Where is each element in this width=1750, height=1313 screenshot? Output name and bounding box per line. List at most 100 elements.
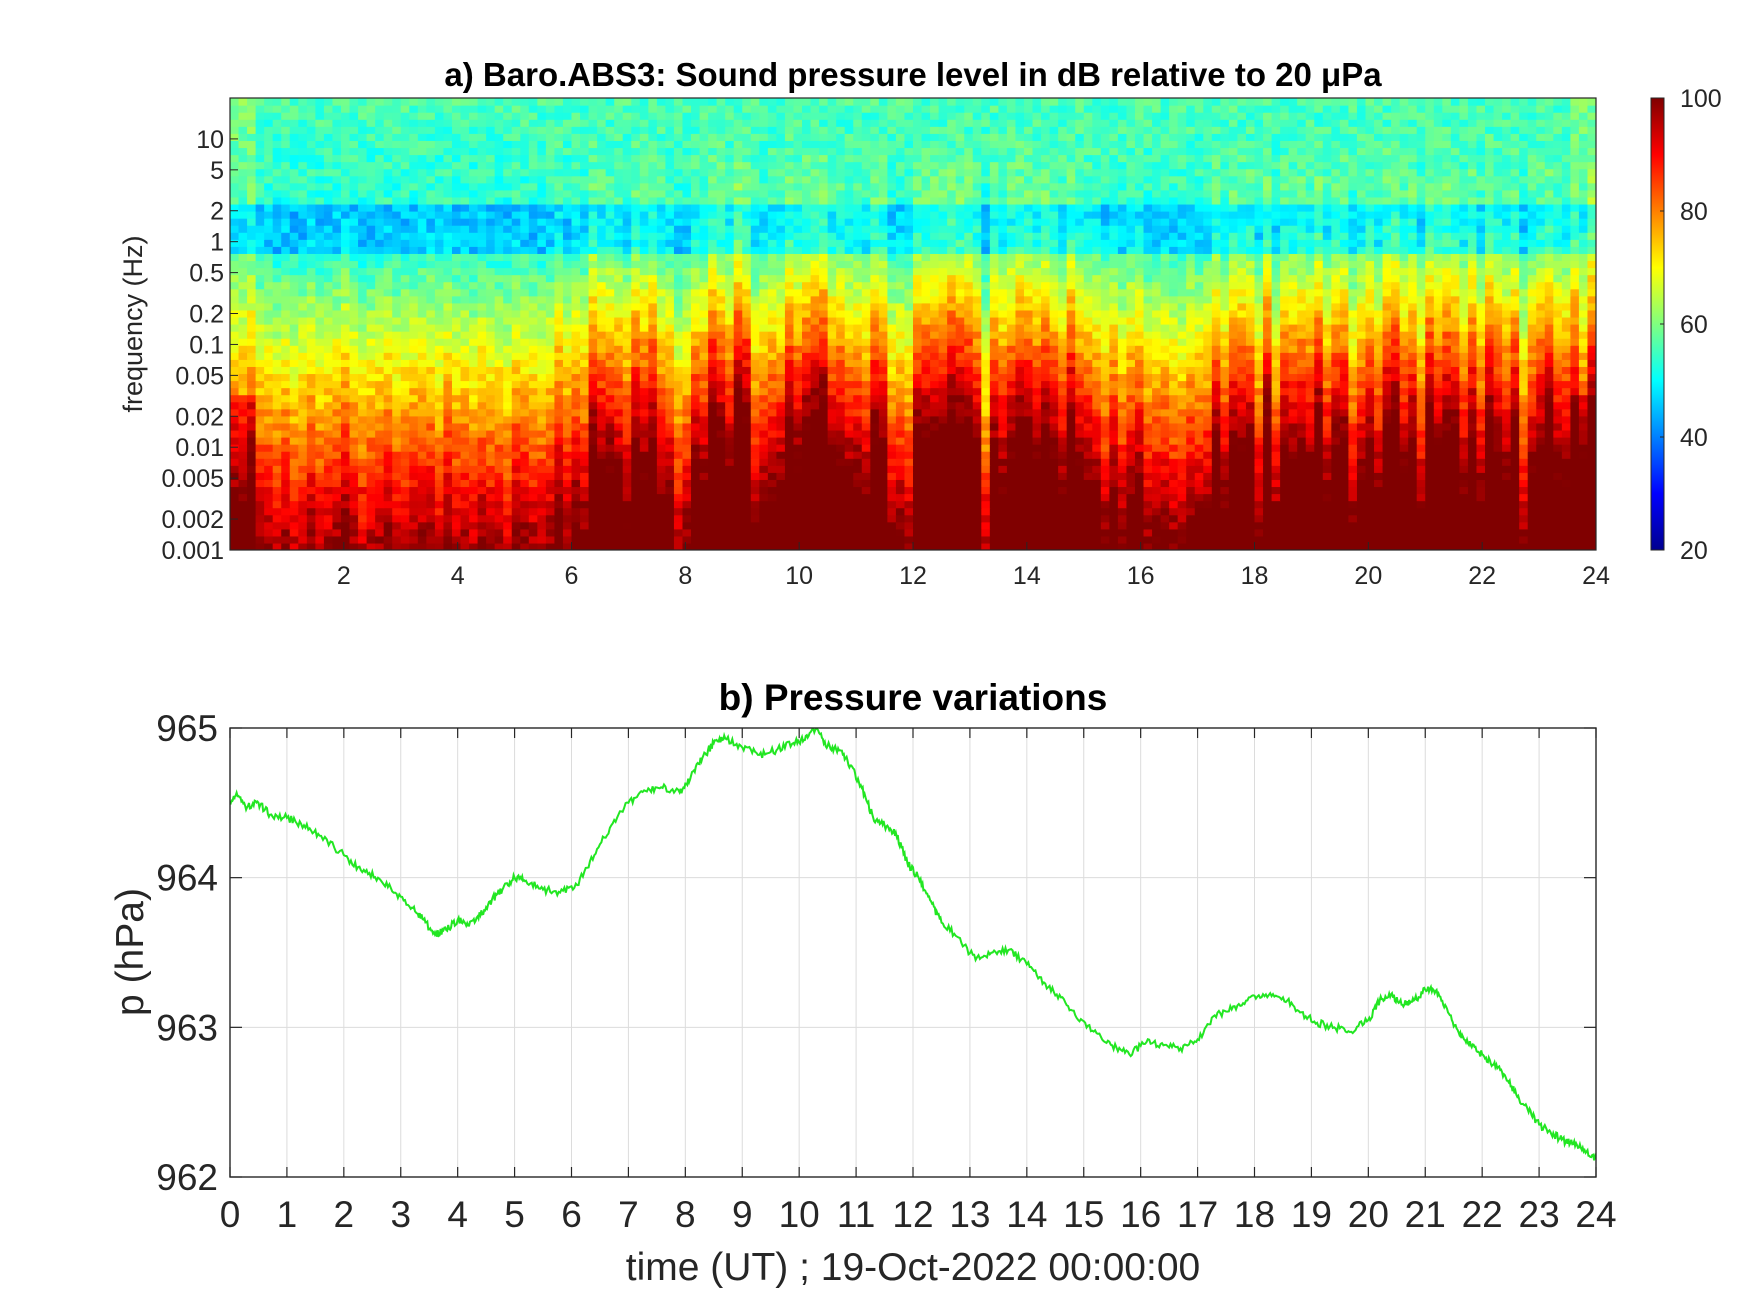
spectrogram-cell — [793, 486, 803, 495]
spectrogram-cell — [1339, 373, 1350, 382]
spectrogram-cell — [289, 528, 299, 537]
spectrogram-cell — [1348, 415, 1358, 424]
spectrogram-cell — [571, 521, 581, 530]
spectrogram-cell — [247, 415, 257, 424]
spectrogram-cell — [1194, 465, 1204, 473]
spectrogram-cell — [332, 429, 342, 438]
spectrogram-cell — [989, 514, 999, 523]
spectrogram-cell — [1083, 415, 1093, 424]
spectrogram-cell — [298, 479, 308, 488]
spectrogram-cell — [1032, 373, 1042, 382]
spectrogram-cell — [426, 500, 436, 509]
spectrogram-cell — [247, 345, 257, 353]
spectrogram-cell — [725, 338, 735, 346]
spectrogram-cell — [802, 521, 812, 530]
spectrogram-cell — [810, 500, 820, 509]
spectrogram-cell — [1092, 444, 1102, 452]
spectrogram-cell — [1382, 345, 1392, 353]
spectrogram-cell — [955, 366, 965, 375]
spectrogram-cell — [1433, 331, 1443, 339]
spectrogram-cell — [1041, 380, 1051, 389]
spectrogram-cell — [622, 528, 632, 537]
spectrogram-cell — [417, 345, 427, 353]
spectrogram-cell — [904, 429, 914, 438]
spectrogram-cell — [469, 331, 479, 339]
spectrogram-cell — [434, 408, 445, 417]
spectrogram-cell — [972, 514, 982, 523]
spectrogram-cell — [1536, 345, 1546, 353]
spectrogram-cell — [1041, 493, 1051, 502]
spectrogram-cell — [349, 394, 359, 403]
spectrogram-cell — [1041, 352, 1051, 360]
spectrogram-cell — [614, 394, 624, 403]
spectrogram-cell — [1049, 373, 1059, 382]
spectrogram-cell — [998, 493, 1008, 502]
spectrogram-cell — [1280, 437, 1290, 445]
spectrogram-cell — [1280, 458, 1290, 466]
spectrogram-cell — [520, 528, 530, 537]
spectrogram-cell — [691, 437, 701, 445]
spectrogram-cell — [1587, 352, 1596, 360]
spectrogram-cell — [1391, 394, 1401, 403]
spectrogram-cell — [1408, 458, 1418, 466]
spectrogram-cell — [1254, 486, 1264, 495]
spectrogram-cell — [1109, 422, 1119, 431]
spectrogram-cell — [1237, 500, 1247, 509]
spectrogram-cell — [1348, 486, 1358, 495]
spectrogram-cell — [1041, 331, 1051, 339]
spectrogram-cell — [1416, 528, 1426, 537]
spectrogram-cell — [1502, 542, 1512, 550]
spectrogram-cell — [1314, 451, 1324, 459]
spectrogram-cell — [409, 472, 419, 480]
spectrogram-cell — [528, 387, 538, 396]
spectrogram-cell — [1322, 542, 1332, 550]
spectrogram-cell — [230, 415, 240, 424]
spectrogram-cell — [571, 331, 581, 339]
spectrogram-cell — [1570, 373, 1580, 382]
spectrogram-cell — [1160, 458, 1170, 466]
spectrogram-cell — [1536, 486, 1546, 495]
spectrogram-cell — [1416, 451, 1426, 459]
spectrogram-cell — [605, 507, 615, 516]
spectrogram-cell — [1305, 373, 1315, 382]
spectrogram-cell — [1288, 458, 1298, 466]
spectrogram-cell — [725, 458, 735, 466]
spectrogram-cell — [930, 331, 940, 339]
spectrogram-cell — [281, 408, 291, 417]
spectrogram-cell — [323, 408, 334, 417]
spectrogram-cell — [383, 437, 393, 445]
spectrogram-cell — [819, 507, 829, 516]
spectrogram-cell — [1041, 486, 1051, 495]
spectrogram-cell — [742, 331, 752, 339]
spectrogram-cell — [289, 542, 299, 550]
spectrogram-cell — [1245, 338, 1256, 346]
spectrogram-cell — [1476, 521, 1486, 530]
spectrogram-cell — [1169, 465, 1179, 473]
spectrogram-cell — [767, 408, 777, 417]
spectrogram-cell — [1322, 415, 1332, 424]
spectrogram-cell — [716, 535, 726, 544]
spectrogram-cell — [1160, 465, 1170, 473]
spectrogram-cell — [1587, 373, 1596, 382]
spectrogram-cell — [1280, 401, 1290, 410]
spectrogram-cell — [400, 451, 410, 459]
spectrogram-cell — [298, 359, 308, 367]
spectrogram-cell — [716, 507, 726, 516]
spectrogram-cell — [1348, 437, 1358, 445]
spectrogram-cell — [1578, 387, 1589, 396]
spectrogram-cell — [989, 451, 999, 459]
spectrogram-cell — [1339, 408, 1350, 417]
spectrogram-cell — [708, 528, 718, 537]
spectrogram-cell — [477, 345, 487, 353]
spectrogram-cell — [1553, 429, 1563, 438]
spectrogram-cell — [1083, 535, 1093, 544]
spectrogram-cell — [349, 387, 359, 396]
spectrogram-cell — [1075, 486, 1085, 495]
spectrogram-cell — [759, 507, 769, 516]
spectrogram-cell — [426, 401, 436, 410]
spectrogram-cell — [1322, 444, 1332, 452]
spectrogram-cell — [443, 401, 453, 410]
spectrogram-cell — [1485, 472, 1495, 480]
spectrogram-cell — [323, 422, 334, 431]
spectrogram-cell — [844, 479, 854, 488]
